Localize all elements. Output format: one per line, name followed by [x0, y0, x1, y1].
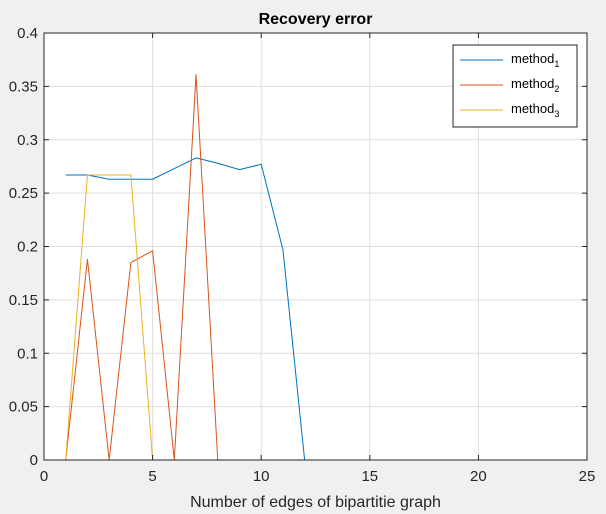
- y-tick-label: 0.2: [17, 239, 38, 256]
- legend-entry-label: method1: [511, 51, 559, 69]
- legend-entry-subscript: 2: [554, 84, 559, 94]
- chart-title: Recovery error: [259, 11, 373, 28]
- y-tick-label: 0.25: [9, 185, 38, 202]
- legend-entry-subscript: 3: [554, 109, 559, 119]
- x-tick-label: 5: [148, 468, 156, 485]
- y-tick-label: 0.4: [17, 25, 38, 42]
- y-tick-label: 0.15: [9, 292, 38, 309]
- y-tick-label: 0: [30, 452, 38, 469]
- y-tick-label: 0.05: [9, 399, 38, 416]
- legend-entry-subscript: 1: [554, 59, 559, 69]
- legend-entry-label: method3: [511, 101, 559, 119]
- x-tick-label: 15: [361, 468, 378, 485]
- y-tick-label: 0.3: [17, 132, 38, 149]
- x-tick-label: 25: [579, 468, 596, 485]
- y-ticks: 0 0.05 0.1 0.15 0.2 0.25 0.3 0.35 0.4: [9, 25, 587, 469]
- x-tick-label: 0: [40, 468, 48, 485]
- y-tick-label: 0.1: [17, 345, 38, 362]
- x-tick-label: 20: [470, 468, 487, 485]
- legend-entry-label: method2: [511, 76, 559, 94]
- x-tick-label: 10: [253, 468, 270, 485]
- x-ticks: 0 5 10 15 20 25: [40, 33, 596, 485]
- legend: method1 method2 method3: [452, 44, 578, 128]
- legend-box: [452, 44, 578, 128]
- x-axis-label: Number of edges of bipartitie graph: [190, 494, 441, 511]
- y-tick-label: 0.35: [9, 78, 38, 95]
